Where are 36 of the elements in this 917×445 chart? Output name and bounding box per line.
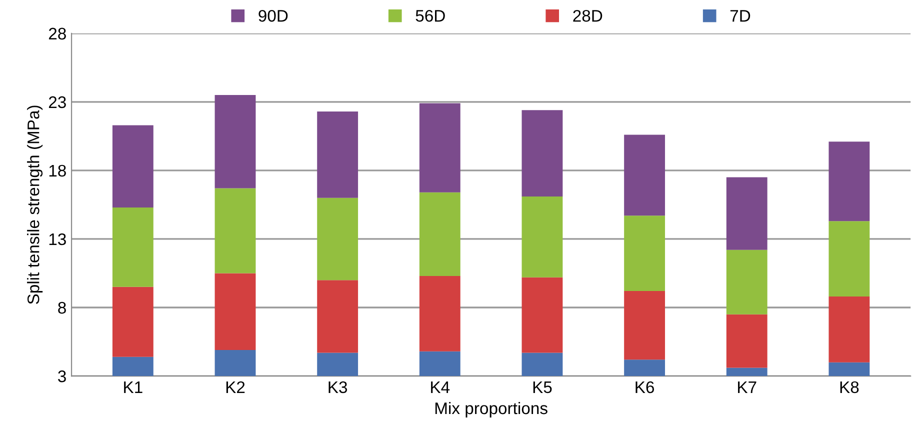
bar: [828, 221, 870, 297]
x-tick-label: K3: [328, 381, 348, 394]
x-tick-label: K1: [124, 382, 142, 393]
y-tick-label: 18: [49, 164, 66, 177]
y-axis-title: Split tensile strength (MPa): [27, 106, 43, 304]
bar: [214, 188, 256, 274]
bar: [419, 103, 460, 192]
bar: [726, 177, 768, 250]
bar: [624, 134, 666, 216]
bar: [317, 198, 358, 280]
bar: [522, 110, 563, 196]
legend-label: 90D: [258, 10, 288, 22]
legend-label: 56D: [416, 10, 445, 22]
bar: [828, 142, 870, 222]
x-axis-title: Mix proportions: [435, 402, 548, 418]
y-tick-label: 8: [58, 302, 66, 314]
bar: [726, 250, 768, 314]
y-tick-label: 13: [49, 233, 66, 246]
bar: [419, 192, 460, 276]
bar: [624, 216, 666, 292]
x-tick-label: K7: [738, 382, 756, 393]
x-tick-label: K5: [533, 382, 552, 394]
x-tick-label: K4: [431, 382, 450, 393]
bar: [214, 95, 256, 188]
bar: [522, 196, 563, 278]
legend-label: 7D: [730, 10, 750, 22]
bar: [317, 112, 358, 198]
y-tick-label: 3: [58, 370, 66, 382]
y-tick-label: 28: [48, 28, 66, 40]
bar: [112, 207, 154, 287]
x-tick-label: K2: [226, 381, 245, 393]
y-tick-label: 23: [48, 96, 66, 108]
legend-label: 28D: [573, 10, 602, 22]
x-tick-label: K6: [636, 381, 654, 394]
bar: [112, 125, 154, 208]
x-tick-label: K8: [840, 381, 859, 394]
